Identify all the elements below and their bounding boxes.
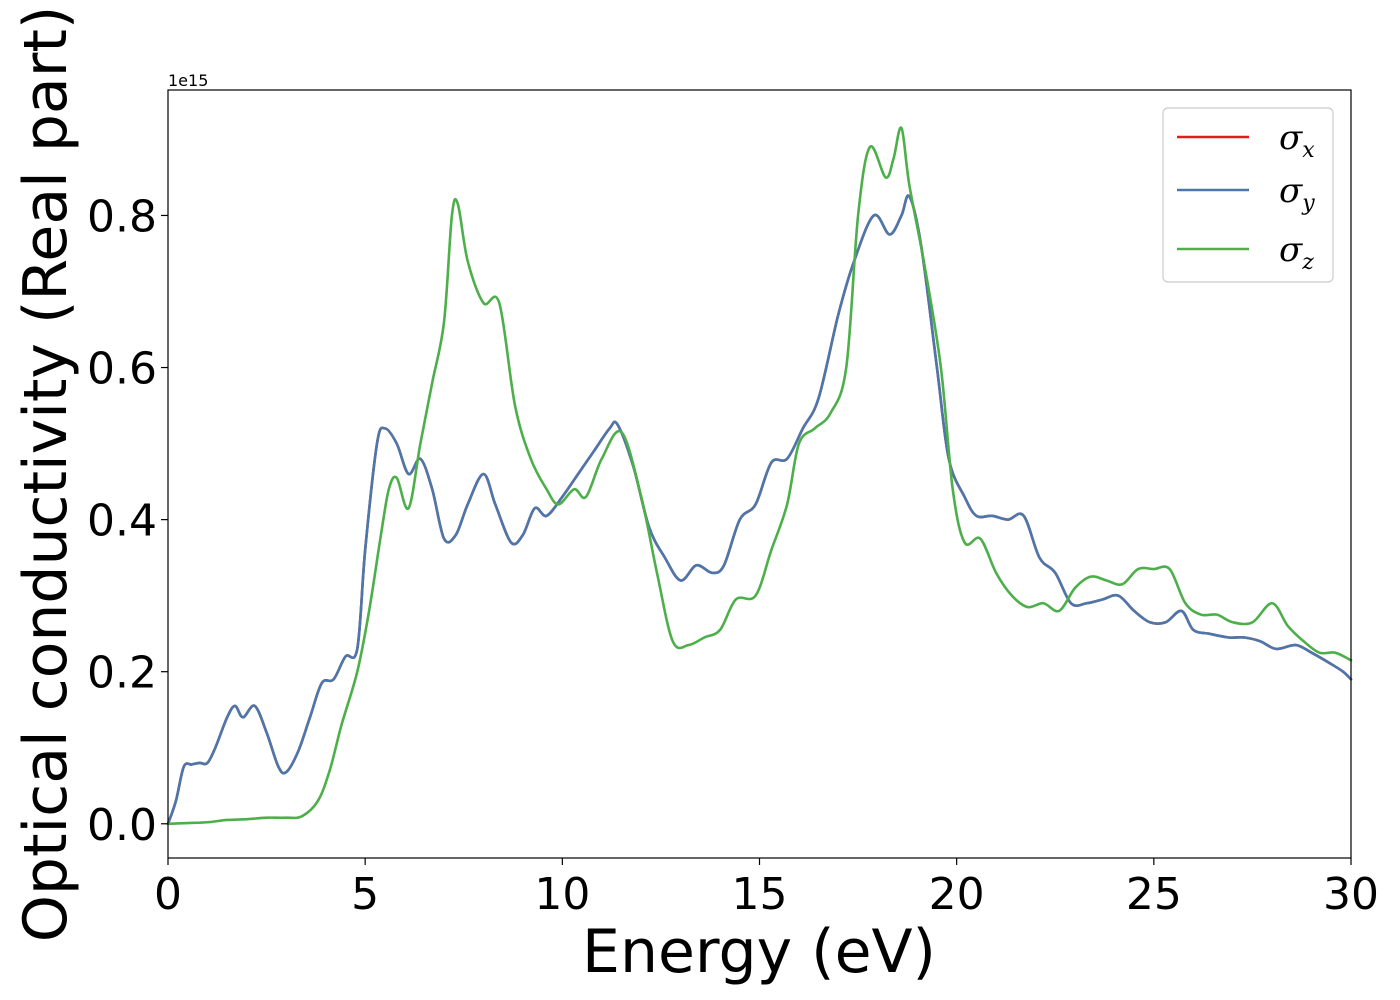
y-tick-label: 0.0 bbox=[87, 800, 157, 851]
x-tick-label: 20 bbox=[929, 869, 985, 920]
y-offset-label: 1e15 bbox=[168, 71, 208, 90]
series-line-sigma-z bbox=[166, 126, 1353, 826]
legend-box bbox=[1162, 107, 1334, 283]
y-axis: 0.0 0.2 0.4 0.6 0.8 bbox=[87, 191, 168, 851]
series-line-sigma-x bbox=[166, 194, 1353, 826]
x-tick-label: 5 bbox=[351, 869, 379, 920]
x-tick-label: 25 bbox=[1126, 869, 1182, 920]
legend-label-sigma-x: σx bbox=[1279, 118, 1315, 163]
x-tick-label: 10 bbox=[534, 869, 590, 920]
y-tick-label: 0.4 bbox=[87, 496, 157, 547]
series-layer bbox=[166, 126, 1353, 826]
legend-label-sigma-y: σy bbox=[1279, 171, 1315, 216]
y-tick-label: 0.8 bbox=[87, 191, 157, 242]
x-axis: 0 5 10 15 20 25 30 bbox=[154, 858, 1379, 920]
series-line-sigma-y bbox=[166, 194, 1353, 826]
y-axis-title: Optical conductivity (Real part) bbox=[11, 6, 81, 943]
x-tick-label: 0 bbox=[154, 869, 182, 920]
x-tick-label: 15 bbox=[732, 869, 788, 920]
y-tick-label: 0.6 bbox=[87, 344, 157, 395]
x-axis-title: Energy (eV) bbox=[582, 917, 936, 987]
x-tick-label: 30 bbox=[1323, 869, 1379, 920]
y-tick-label: 0.2 bbox=[87, 648, 157, 699]
